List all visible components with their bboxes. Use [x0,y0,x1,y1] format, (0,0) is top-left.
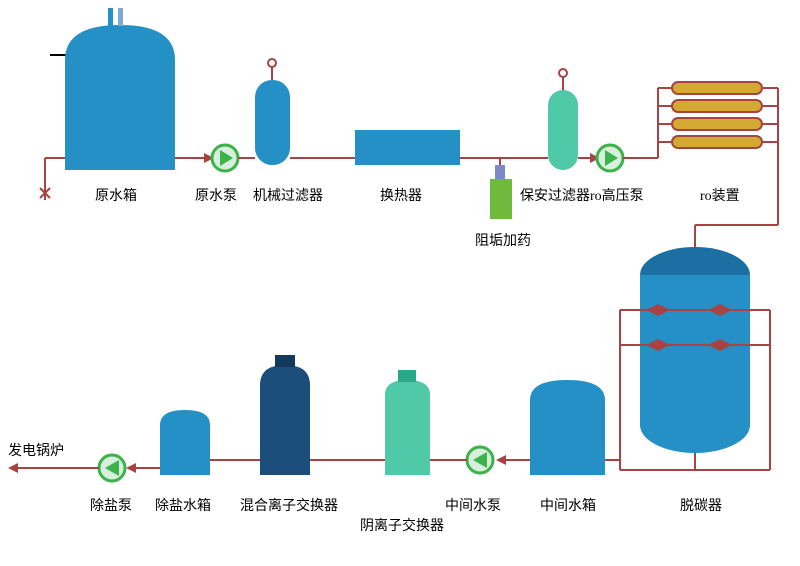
label-desalt-tank: 除盐水箱 [155,498,211,514]
label-heat-ex: 换热器 [380,187,422,204]
decarbonizer [620,247,770,470]
intermediate-pump [467,447,493,473]
label-decarb: 脱碳器 [680,498,722,514]
label-mech-filter: 机械过滤器 [253,188,323,204]
heat-exchanger [355,130,460,165]
raw-water-pump [212,145,238,171]
raw-water-tank [65,8,175,170]
mechanical-filter [255,59,290,165]
label-ro-device: ro装置 [700,188,740,204]
mixed-ion-exchanger [260,355,310,475]
label-mixed-ex: 混合离子交换器 [240,497,338,514]
raw-tank-drain [40,158,65,200]
label-mid-tank: 中间水箱 [540,498,596,514]
scale-inhibitor-dosing [490,165,512,219]
desalted-water-tank [160,410,210,475]
label-raw-pump: 原水泵 [195,188,237,204]
label-hp-pump: ro高压泵 [590,187,644,204]
intermediate-tank [530,380,605,475]
anion-exchanger [385,370,430,475]
label-security-filter: 保安过滤器 [520,188,590,204]
label-anion-ex: 阴离子交换器 [360,517,444,534]
label-boiler: 发电锅炉 [8,443,64,459]
label-mid-pump: 中间水泵 [445,498,501,514]
label-scale-dosing: 阻垢加药 [475,233,531,249]
ro-high-pressure-pump [597,145,623,171]
label-desalt-pump: 除盐泵 [90,498,132,514]
desalted-water-pump [99,455,125,481]
label-raw-tank: 原水箱 [95,188,137,204]
water-treatment-diagram: 原水箱 原水泵 机械过滤器 换热器 保安过滤器 ro高压泵 ro装置 阻垢加药 … [0,0,800,566]
security-filter [548,69,578,170]
